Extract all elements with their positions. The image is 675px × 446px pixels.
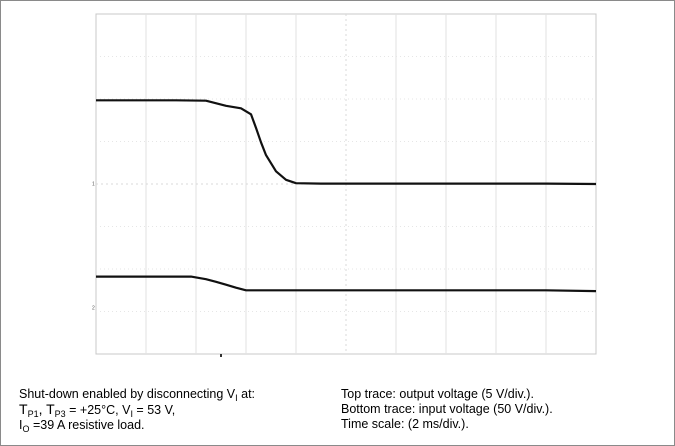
- oscilloscope-chart: 12: [92, 13, 597, 357]
- traces: [96, 99, 597, 293]
- series-line-output-voltage: [96, 99, 597, 186]
- caption-conditions-line1: Shut-down enabled by disconnecting VI at…: [19, 387, 256, 403]
- caption-conditions: Shut-down enabled by disconnecting VI at…: [19, 387, 256, 434]
- series-line-input-voltage: [96, 275, 597, 293]
- caption-time-scale: Time scale: (2 ms/div.).: [341, 417, 469, 431]
- channel-markers: 12: [92, 182, 222, 357]
- caption-conditions-line3: IO =39 A resistive load.: [19, 418, 145, 434]
- caption-top-trace: Top trace: output voltage (5 V/div.).: [341, 387, 534, 401]
- caption-bottom-trace: Bottom trace: input voltage (50 V/div.).: [341, 402, 553, 416]
- caption-traces: Top trace: output voltage (5 V/div.). Bo…: [341, 387, 553, 432]
- caption-conditions-line2: TP1, TP3 = +25°C, VI = 53 V,: [19, 401, 176, 419]
- channel-marker-label: 2: [92, 305, 95, 311]
- channel-marker-label: 1: [92, 182, 95, 188]
